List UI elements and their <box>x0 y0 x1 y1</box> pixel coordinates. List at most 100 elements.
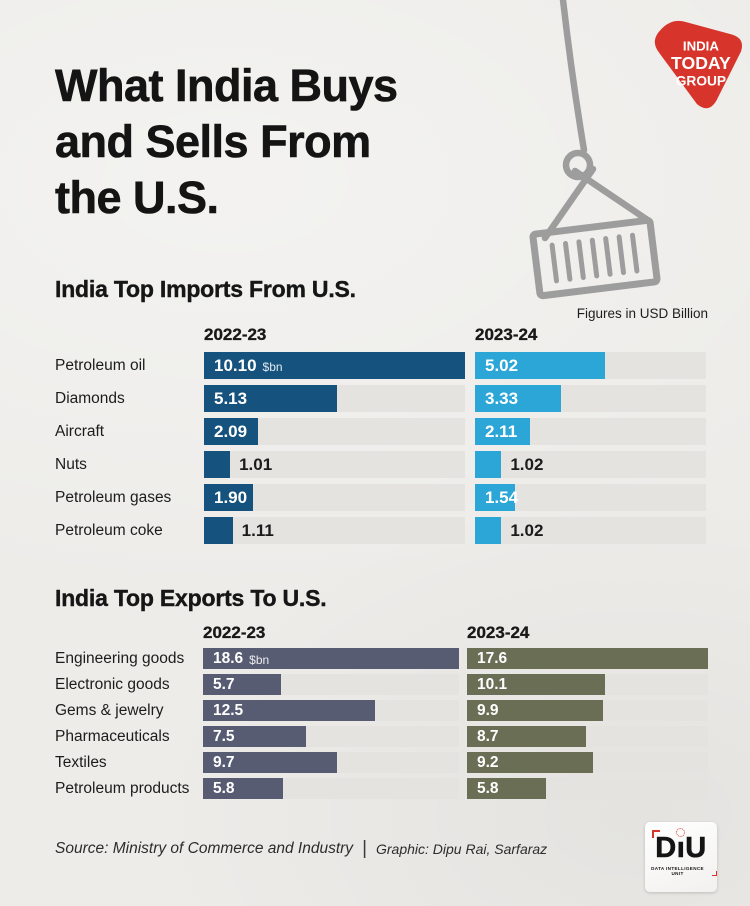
bar-value: 7.5 <box>213 727 235 745</box>
bar-value: 10.10 <box>214 355 257 375</box>
category-label: Petroleum products <box>55 779 190 797</box>
chart-row: Pharmaceuticals 7.5 8.7 <box>55 726 715 747</box>
bar-value: 1.54 <box>485 487 519 507</box>
bar-track: 1.11 <box>204 517 465 544</box>
title-line-3: the U.S. <box>55 172 220 224</box>
imports-chart: 2022-23 2023-24 Petroleum oil 10.10 $bn 5.02 D… <box>55 324 715 550</box>
bar <box>475 517 502 544</box>
bar: 17.6 <box>467 648 708 669</box>
bar: 10.10 $bn <box>204 352 465 379</box>
chart-row: Petroleum gases 1.90 1.54 <box>55 484 715 511</box>
bar-track: 17.6 <box>467 648 708 669</box>
exports-section-title: India Top Exports To U.S. <box>55 585 327 611</box>
page-title: What India Buys and Sells From the U.S. <box>55 58 399 226</box>
bar-value: 5.13 <box>214 388 248 408</box>
figures-note: Figures in USD Billion <box>576 306 708 321</box>
chart-row: Textiles 9.7 9.2 <box>55 752 715 773</box>
diu-letter-d: D <box>655 832 677 864</box>
diu-caption: DATA INTELLIGENCE UNIT <box>645 866 717 876</box>
category-label: Petroleum gases <box>55 488 172 506</box>
column-header: 2022-23 <box>204 325 267 344</box>
bar-value: 5.8 <box>477 779 499 797</box>
category-label: Textiles <box>55 753 107 771</box>
bar: 18.6 $bn <box>203 648 459 669</box>
bar-track: 5.8 <box>467 778 708 799</box>
bar-track: 2.11 <box>475 418 706 445</box>
bar-value: 2.11 <box>485 421 518 441</box>
exports-chart: 2022-23 2023-24 Engineering goods 18.6 $bn 17… <box>55 623 715 804</box>
category-label: Gems & jewelry <box>55 701 164 719</box>
bar-value: 3.33 <box>485 388 519 408</box>
bar-track: 1.02 <box>475 517 706 544</box>
bar: 2.11 <box>475 418 530 445</box>
bar-value: 10.1 <box>477 675 508 693</box>
itg-line-3: GROUP <box>676 74 726 89</box>
bar-value: 1.02 <box>510 454 544 474</box>
itg-line-2: TODAY <box>671 53 731 73</box>
bar: 3.33 <box>475 385 562 412</box>
bar: 1.90 <box>204 484 254 511</box>
bar-track: 5.02 <box>475 352 706 379</box>
bar: 2.09 <box>204 418 258 445</box>
chart-row: Petroleum oil 10.10 $bn 5.02 <box>55 352 715 379</box>
chart-header-row: 2022-23 2023-24 <box>55 623 715 643</box>
bar-value: 2.09 <box>214 421 248 441</box>
bar-track: 9.2 <box>467 752 708 773</box>
category-label: Petroleum coke <box>55 521 163 539</box>
footer-separator: | <box>362 838 367 859</box>
bar: 9.9 <box>467 700 603 721</box>
bar: 5.13 <box>204 385 337 412</box>
imports-section-title: India Top Imports From U.S. <box>55 276 356 302</box>
category-label: Diamonds <box>55 389 125 407</box>
footer: Source: Ministry of Commerce and Industr… <box>55 838 547 860</box>
source-credit: Source: Ministry of Commerce and Industr… <box>55 840 354 857</box>
bar: 12.5 <box>203 700 376 721</box>
bar-track: 1.90 <box>204 484 465 511</box>
bar: 9.2 <box>467 752 593 773</box>
diu-fingerprint-dot-icon <box>676 828 685 837</box>
diu-letter-i: ı <box>676 828 686 864</box>
unit-suffix: $bn <box>249 652 270 667</box>
diu-letter-u: U <box>685 832 707 864</box>
bar-track: 5.13 <box>204 385 465 412</box>
bar-track: 3.33 <box>475 385 706 412</box>
category-label: Nuts <box>55 455 87 473</box>
bar: 5.8 <box>467 778 547 799</box>
category-label: Engineering goods <box>55 649 185 667</box>
bar-value: 1.90 <box>214 487 248 507</box>
bar: 8.7 <box>467 726 587 747</box>
bar-value: 5.7 <box>213 675 235 693</box>
bar-value: 8.7 <box>477 727 499 745</box>
bar-track: 18.6 $bn <box>203 648 459 669</box>
crane-container-illustration <box>529 0 661 300</box>
chart-row: Engineering goods 18.6 $bn 17.6 <box>55 648 715 669</box>
bar-value: 9.2 <box>477 753 499 771</box>
chart-row: Electronic goods 5.7 10.1 <box>55 674 715 695</box>
bar <box>475 451 502 478</box>
bar: 9.7 <box>203 752 337 773</box>
title-line-2: and Sells From <box>55 116 372 168</box>
bar: 5.7 <box>203 674 282 695</box>
bar-track: 8.7 <box>467 726 708 747</box>
bar-value: 1.02 <box>510 520 544 540</box>
column-header: 2023-24 <box>475 325 538 344</box>
bar-value: 17.6 <box>477 649 508 667</box>
bar-track: 9.7 <box>203 752 459 773</box>
category-label: Petroleum oil <box>55 356 146 374</box>
bar-track: 1.01 <box>204 451 465 478</box>
bar-value: 9.7 <box>213 753 235 771</box>
bar: 5.02 <box>475 352 605 379</box>
graphic-credit: Graphic: Dipu Rai, Sarfaraz <box>376 841 548 857</box>
bar-track: 1.02 <box>475 451 706 478</box>
diu-bracket-bottom-right-icon <box>712 871 717 876</box>
bar-value: 9.9 <box>477 701 499 719</box>
bar: 10.1 <box>467 674 606 695</box>
india-today-group-logo: INDIA TODAY GROUP <box>654 20 743 109</box>
bar <box>204 451 231 478</box>
bar-track: 10.10 $bn <box>204 352 465 379</box>
chart-row: Petroleum coke 1.11 1.02 <box>55 517 715 544</box>
chart-row: Diamonds 5.13 3.33 <box>55 385 715 412</box>
